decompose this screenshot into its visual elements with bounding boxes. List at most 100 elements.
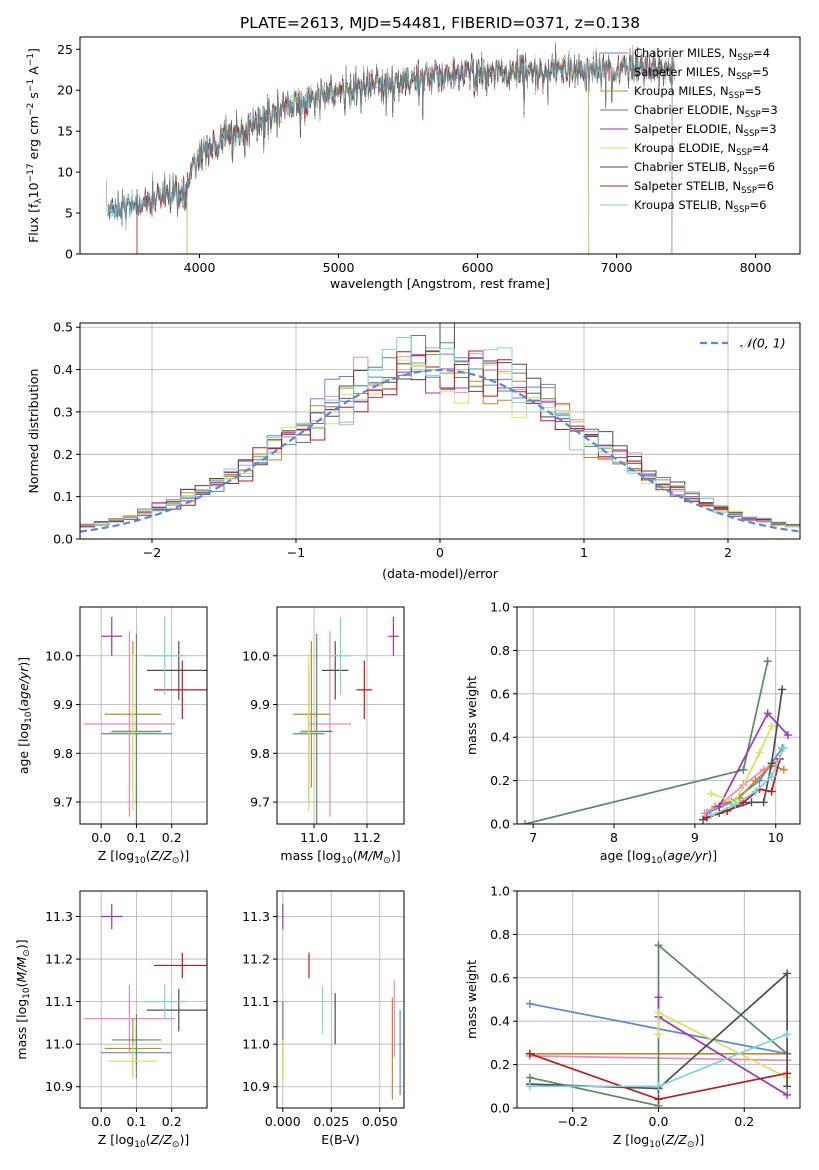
y-axis-label: mass weight	[464, 960, 479, 1039]
label-part: ⊙	[172, 856, 180, 866]
y-tick-label: 0.6	[490, 970, 510, 985]
legend-text: Chabrier ELODIE, N	[634, 103, 745, 117]
legend-sub: SSP	[745, 110, 761, 120]
data-point	[759, 798, 768, 807]
y-tick-label: 10.0	[45, 648, 73, 663]
plot-area	[521, 657, 792, 824]
label-part: ]	[26, 48, 41, 53]
label-part: −2	[26, 103, 36, 116]
label-part: mass [log	[14, 999, 29, 1060]
legend-sub: SSP	[736, 148, 752, 158]
spectrum-line	[186, 44, 590, 254]
label-part: (	[661, 1132, 666, 1147]
plot-area	[83, 616, 207, 824]
data-point	[779, 765, 788, 774]
legend-sub: SSP	[744, 129, 760, 139]
x-tick-label: 0.2	[734, 1114, 754, 1129]
y-tick-label: 1.0	[490, 884, 510, 899]
legend-label: Chabrier MILES, NSSP=4	[634, 46, 770, 63]
label-part: A	[26, 66, 41, 79]
x-tick-label: 4000	[184, 260, 216, 275]
legend-text: Chabrier MILES, N	[634, 46, 737, 60]
x-axis-label: mass [log10(M/M⊙)]	[280, 848, 400, 866]
plot-area	[282, 903, 401, 1100]
legend-suffix: =3	[760, 122, 777, 136]
label-part: Z [log	[98, 1132, 134, 1147]
normal-curve	[80, 368, 800, 533]
x-axis-label: wavelength [Angstrom, rest frame]	[330, 276, 550, 291]
y-tick-label: 0.8	[490, 643, 510, 658]
data-point	[767, 722, 776, 731]
data-point	[654, 1095, 663, 1104]
x-tick-label: 2	[724, 545, 732, 560]
legend-label: 𝒩(0, 1)	[740, 336, 786, 351]
panel-mass-vs-Z: 0.0 0.1 0.210.911.011.111.211.3Z [log10(Z/…	[14, 890, 208, 1150]
legend: 𝒩(0, 1)	[700, 336, 786, 351]
y-tick-label: 10.9	[45, 1079, 73, 1094]
label-part: mass [log	[280, 848, 341, 863]
data-point	[525, 1082, 534, 1091]
legend-text: Kroupa STELIB, N	[634, 198, 734, 212]
data-point	[747, 798, 756, 807]
x-tick-label: 8	[610, 830, 618, 845]
label-part: −1	[26, 79, 36, 92]
panel-age-vs-mass: 11.0 11.2 9.7 9.8 9.9 10.0 mass [log10(M/M⊙)]	[242, 606, 405, 866]
y-axis-label: Flux [fλ10−17 erg cm−2 s−1 A−1]	[26, 48, 44, 243]
panel-residual-histogram: 𝒩(0, 1) −2 −1 0 1 2 0.0 0.1 0.2 0.3 0.4 0.5 (data-mo…	[26, 320, 801, 581]
label-part: )]	[14, 939, 29, 949]
legend-label: Chabrier STELIB, NSSP=6	[634, 160, 775, 177]
y-tick-label: 15	[57, 124, 73, 139]
y-tick-label: 11.1	[242, 994, 270, 1009]
legend-suffix: =6	[757, 179, 774, 193]
data-point	[521, 820, 530, 824]
x-axis-label: Z [log10(Z/Z⊙)]	[98, 848, 189, 866]
data-point	[755, 748, 764, 757]
label-part: Z [log	[613, 1132, 649, 1147]
x-tick-label: 0	[436, 545, 444, 560]
label-part: 10	[134, 1140, 146, 1150]
y-tick-label: 9.7	[53, 795, 73, 810]
label-part: Flux [f	[26, 203, 41, 243]
label-part: Z [log	[98, 848, 134, 863]
axes-frame	[276, 606, 405, 825]
plot-area	[80, 323, 800, 533]
x-tick-label: −1	[287, 545, 305, 560]
x-tick-label: 0.2	[162, 830, 182, 845]
y-tick-label: 0.0	[53, 532, 73, 547]
panel-mass-weight-vs-Z: −0.2 0.0 0.2 0.0 0.2 0.4 0.6 0.8 1.0 Z [log10(Z/Z…	[464, 884, 801, 1150]
data-point	[525, 999, 534, 1008]
data-point	[654, 941, 663, 950]
x-tick-label: 7000	[601, 260, 633, 275]
y-tick-label: 0.2	[490, 1057, 510, 1072]
y-tick-label: 0.2	[53, 447, 73, 462]
y-tick-label: 9.7	[250, 795, 270, 810]
x-tick-label: −2	[143, 545, 161, 560]
y-tick-label: 0.3	[53, 404, 73, 419]
label-part: λ	[34, 198, 44, 204]
y-tick-label: 9.8	[250, 746, 270, 761]
label-part: )]	[707, 848, 717, 863]
x-tick-label: 0.025	[313, 1114, 349, 1129]
label-part: (	[146, 848, 151, 863]
y-tick-label: 9.9	[250, 697, 270, 712]
y-tick-label: 0.4	[490, 1014, 510, 1029]
x-axis-label: E(B-V)	[321, 1132, 360, 1147]
y-tick-label: 0.5	[53, 320, 73, 335]
mass-weight-line	[710, 726, 773, 804]
axes-frame	[79, 606, 208, 825]
label-part: )]	[694, 1132, 704, 1147]
x-tick-label: 0.2	[162, 1114, 182, 1129]
mass-weight-line	[657, 997, 788, 1096]
y-tick-label: 25	[57, 42, 73, 57]
data-point	[783, 731, 792, 740]
legend-sub: SSP	[736, 72, 752, 82]
y-axis-label: Normed distribution	[26, 369, 41, 494]
data-point	[707, 811, 716, 820]
label-part: s	[26, 92, 41, 103]
x-tick-label: −0.2	[558, 1114, 588, 1129]
data-point	[767, 759, 776, 768]
y-tick-label: 0.4	[53, 362, 73, 377]
data-point	[767, 787, 776, 796]
y-tick-label: 11.1	[45, 994, 73, 1009]
spectrum-line	[108, 46, 673, 254]
